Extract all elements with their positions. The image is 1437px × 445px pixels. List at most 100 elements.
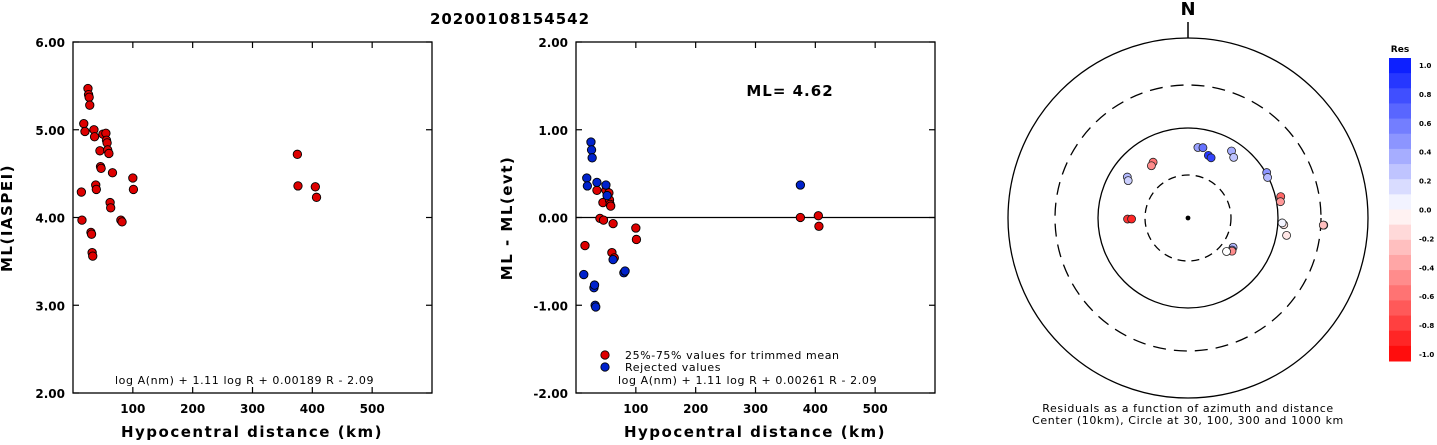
station-residual-points — [1122, 143, 1329, 256]
colorbar-label: -0.6 — [1419, 293, 1434, 301]
colorbar-cell — [1389, 254, 1411, 271]
legend-marker-rejected — [600, 362, 610, 372]
data-point — [80, 126, 90, 137]
station-point — [1229, 152, 1239, 162]
colorbar-cell — [1389, 345, 1411, 362]
station-point — [1263, 173, 1272, 182]
colorbar-cells — [1389, 58, 1411, 362]
data-point — [84, 92, 94, 102]
data-point — [117, 217, 127, 227]
data-point — [620, 266, 630, 276]
colorbar-cell — [1389, 209, 1411, 226]
colorbar-cell — [1389, 270, 1411, 286]
data-point — [601, 180, 611, 190]
plot-frame — [72, 41, 433, 394]
colorbar-label: 1.0 — [1419, 62, 1432, 70]
station-point — [1318, 220, 1328, 230]
colorbar-label: -1.0 — [1419, 351, 1434, 359]
data-point — [96, 163, 106, 174]
data-point — [795, 212, 806, 223]
legend-label-trimmed: 25%-75% values for trimmed mean — [625, 349, 840, 362]
data-point — [292, 149, 303, 159]
data-point — [589, 280, 600, 290]
data-point — [104, 148, 114, 159]
data-point — [79, 118, 89, 129]
ring-300km — [1054, 84, 1322, 352]
colorbar-label: 0.4 — [1419, 149, 1432, 157]
data-point — [76, 187, 87, 197]
formula-text: log A(nm) + 1.11 log R + 0.00261 R - 2.0… — [618, 374, 877, 387]
y-tick-label: 5.00 — [35, 124, 65, 138]
x-tick-label: 200 — [683, 402, 708, 416]
legend: 25%-75% values for trimmed mean Rejected… — [600, 349, 840, 374]
data-point — [602, 190, 612, 201]
data-point — [128, 173, 138, 183]
data-point — [85, 100, 95, 110]
y-tick-label: 3.00 — [35, 299, 65, 313]
x-tick-label: 300 — [743, 402, 768, 416]
data-point — [592, 177, 602, 188]
colorbar-label: 0.8 — [1419, 91, 1432, 99]
station-point — [1127, 214, 1136, 224]
north-label: N — [1180, 0, 1195, 20]
ring-1000km — [1007, 37, 1369, 399]
x-tick-label: 100 — [623, 402, 648, 416]
colorbar-cell — [1389, 73, 1411, 89]
legend-marker-trimmed — [600, 350, 610, 360]
colorbar-labels: 1.0 0.8 0.6 0.4 0.2 0.0 -0.2 -0.4 -0.6 -0.8 -1.0 — [1419, 62, 1434, 359]
legend-label-rejected: Rejected values — [625, 361, 721, 374]
formula-text: log A(nm) + 1.11 log R + 0.00189 R - 2.0… — [115, 374, 374, 387]
residual-vs-distance-plot: 100 200 300 400 500 -2.00 -1.00 0.00 1.00 2.00 ML… — [498, 36, 936, 441]
y-tick-label: 0.00 — [538, 212, 568, 226]
residual-colorbar: Res 1.0 0.8 0.6 0.4 0.2 0.0 -0.2 -0.4 -0.6 -0.8 -1… — [1389, 45, 1434, 362]
colorbar-label: 0.2 — [1419, 178, 1432, 186]
x-tick-label: 200 — [180, 402, 205, 416]
station-point — [1276, 197, 1285, 207]
colorbar-cell — [1389, 118, 1411, 135]
colorbar-cell — [1389, 239, 1411, 256]
ring-30km — [1144, 174, 1232, 262]
colorbar-cell — [1389, 148, 1411, 165]
data-point — [598, 215, 609, 225]
colorbar-cell — [1389, 315, 1411, 332]
x-tick-label: 400 — [803, 402, 828, 416]
station-point — [1277, 218, 1287, 228]
data-point — [582, 173, 592, 183]
data-point — [310, 182, 320, 192]
data-point — [582, 181, 593, 191]
data-point — [586, 145, 597, 155]
station-point — [1206, 153, 1216, 163]
y-tick-label: 2.00 — [538, 36, 568, 50]
colorbar-cell — [1389, 194, 1411, 210]
data-point — [608, 218, 618, 229]
epicenter-marker — [1185, 215, 1191, 221]
colorbar-cell — [1389, 133, 1411, 150]
station-point — [1282, 230, 1291, 240]
y-tick-label: 6.00 — [35, 36, 65, 50]
data-point — [580, 240, 590, 251]
azimuth-caption-line2: Center (10km), Circle at 30, 100, 300 an… — [1032, 414, 1344, 427]
data-point — [77, 215, 87, 225]
y-axis-label: ML - ML(evt) — [498, 156, 516, 280]
data-point — [88, 251, 98, 261]
y-tick-label: 4.00 — [35, 212, 65, 226]
data-point — [86, 229, 97, 239]
colorbar-cell — [1389, 300, 1411, 317]
data-point — [311, 192, 322, 202]
event-title: 20200108154542 — [430, 10, 590, 28]
colorbar-cell — [1389, 164, 1411, 180]
x-axis-label: Hypocentral distance (km) — [121, 423, 383, 441]
colorbar-cell — [1389, 88, 1411, 104]
y-axis-label: ML(IASPEI) — [0, 164, 16, 272]
data-point — [608, 254, 618, 265]
data-point — [89, 132, 100, 142]
colorbar-label: -0.4 — [1419, 264, 1434, 272]
x-tick-label: 500 — [863, 402, 888, 416]
colorbar-title: Res — [1391, 45, 1409, 55]
x-tick-label: 300 — [240, 402, 265, 416]
colorbar-cell — [1389, 224, 1411, 241]
station-point — [1222, 247, 1231, 256]
magnitude-vs-distance-plot: 100 200 300 400 500 2.00 3.00 4.00 5.00 6.00 Hypo… — [0, 36, 433, 441]
y-tick-label: -1.00 — [533, 299, 568, 313]
